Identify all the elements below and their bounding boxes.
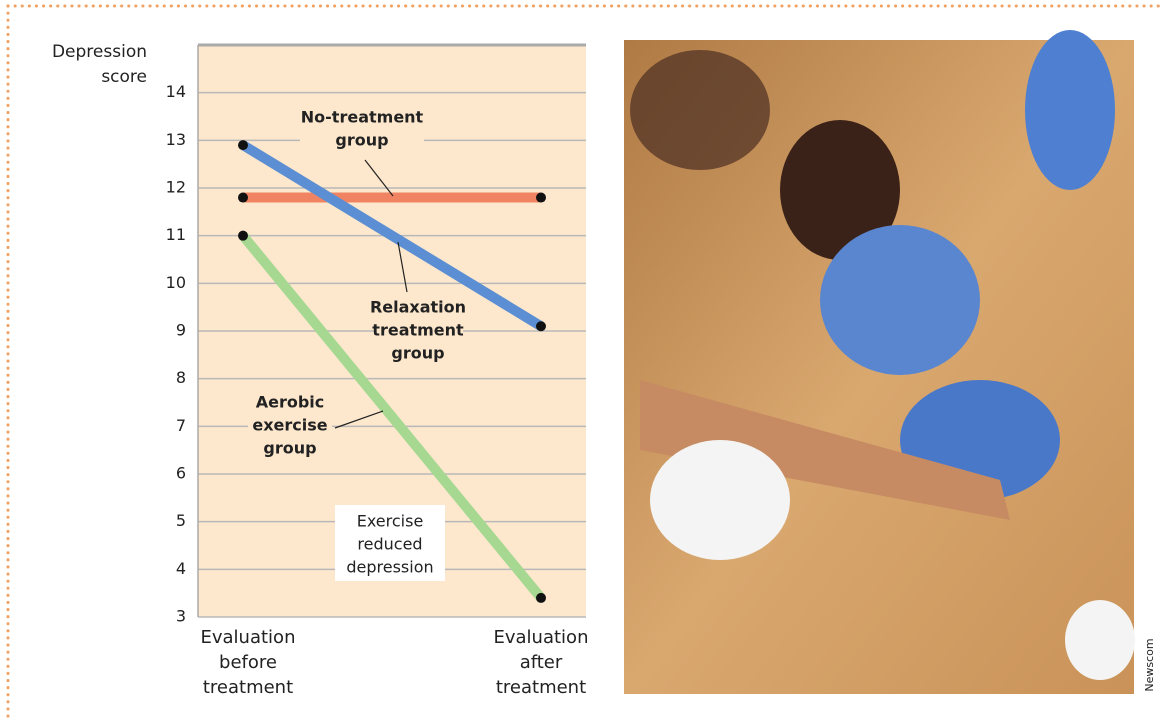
annotation: exercise — [252, 416, 327, 435]
series-line — [240, 140, 544, 331]
y-tick-label: 10 — [166, 273, 186, 292]
photo — [624, 30, 1135, 694]
series-line — [239, 232, 545, 602]
leader-line — [334, 410, 384, 429]
y-axis-label: score — [101, 67, 147, 87]
y-tick-label: 13 — [166, 130, 186, 149]
x-tick-label: Evaluation after treatment — [494, 627, 589, 698]
annotation: group — [391, 344, 444, 363]
y-tick-label: 11 — [166, 225, 186, 244]
y-tick-label: 14 — [166, 82, 186, 101]
data-point — [238, 140, 248, 151]
annotation: depression — [346, 558, 433, 577]
y-tick-label: 9 — [176, 321, 186, 340]
photo-credit: Newscom — [1143, 638, 1156, 691]
leader-line — [397, 241, 408, 293]
annotation: No-treatment — [301, 108, 424, 127]
y-tick-label: 5 — [176, 511, 186, 530]
y-tick-label: 6 — [176, 464, 186, 483]
data-point — [536, 192, 546, 203]
x-tick-label: Evaluation before treatment — [201, 627, 296, 698]
y-tick-label: 8 — [176, 368, 186, 387]
data-point — [536, 321, 546, 332]
data-point — [238, 230, 248, 241]
annotation-box — [248, 390, 332, 462]
annotation: Exercise — [357, 512, 424, 531]
annotation: group — [335, 131, 388, 150]
annotation: group — [263, 439, 316, 458]
data-point — [238, 192, 248, 203]
y-tick-label: 12 — [166, 178, 186, 197]
y-tick-label: 7 — [176, 416, 186, 435]
y-axis-label: Depression — [52, 42, 147, 62]
annotation: Aerobic — [256, 393, 325, 412]
annotation: Relaxation — [370, 298, 466, 317]
annotation-box — [300, 105, 424, 153]
leader-line — [364, 159, 394, 197]
y-tick-label: 3 — [176, 607, 186, 626]
data-point — [536, 592, 546, 603]
annotation: treatment — [372, 321, 464, 340]
annotation: reduced — [357, 535, 422, 554]
y-tick-label: 4 — [176, 559, 186, 578]
annotation-box — [375, 293, 463, 365]
annotation-box — [335, 505, 445, 581]
